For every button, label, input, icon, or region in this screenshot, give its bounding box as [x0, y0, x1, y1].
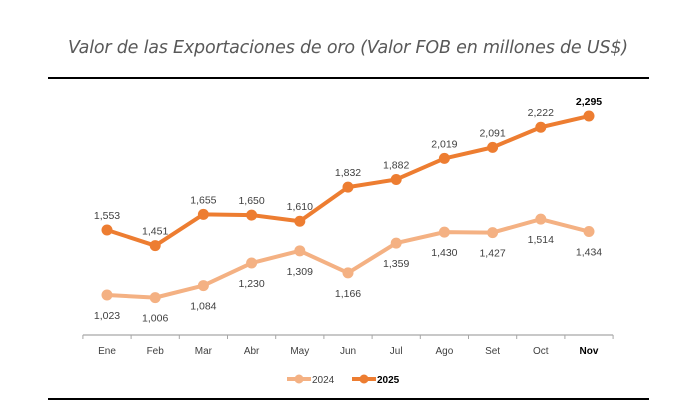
data-point-2025 — [438, 152, 450, 164]
data-point-2025 — [487, 141, 499, 153]
x-tick-label: Ene — [98, 346, 116, 357]
x-axis: Ene Feb Mar Abr May Jun Jul Ago Set Oct Nov — [82, 334, 614, 357]
data-point-2024 — [487, 227, 499, 239]
data-label-2024: 1,514 — [528, 234, 554, 246]
data-label-2024: 1,430 — [431, 247, 457, 259]
data-label-2025: 2,295 — [576, 96, 602, 108]
data-label-2024: 1,084 — [190, 301, 216, 313]
data-label-2024: 1,434 — [576, 247, 602, 259]
data-labels: 1,023 1,006 1,084 1,230 1,309 1,166 1,359 1,430… — [94, 96, 602, 325]
data-label-2024: 1,427 — [479, 248, 505, 260]
data-label-2025: 1,882 — [383, 159, 409, 171]
data-label-2025: 1,610 — [287, 201, 313, 213]
x-tick-label: Oct — [533, 346, 549, 357]
data-label-2025: 2,222 — [528, 107, 554, 119]
legend-marker-2025 — [359, 374, 369, 384]
data-point-2025 — [390, 173, 402, 185]
data-label-2024: 1,006 — [142, 313, 168, 325]
bottom-rule — [48, 398, 649, 400]
legend-label-2024: 2024 — [312, 375, 335, 386]
x-tick-label: May — [290, 346, 309, 357]
x-tick-label: Feb — [147, 346, 165, 357]
data-point-2024 — [535, 213, 547, 225]
data-point-2025 — [535, 121, 547, 133]
data-point-2025 — [149, 240, 161, 252]
x-tick-label: Mar — [195, 346, 213, 357]
legend: 2024 2025 — [287, 374, 400, 386]
data-point-2024 — [197, 280, 209, 292]
data-point-2025 — [294, 215, 306, 227]
data-label-2025: 1,451 — [142, 226, 168, 238]
legend-marker-2024 — [294, 374, 304, 384]
data-label-2024: 1,309 — [287, 266, 313, 278]
x-tick-label: Jul — [390, 346, 403, 357]
data-label-2024: 1,230 — [238, 278, 264, 290]
data-point-2025 — [101, 224, 113, 236]
data-point-2024 — [149, 292, 161, 304]
data-label-2024: 1,166 — [335, 288, 361, 300]
top-rule — [48, 77, 649, 79]
data-point-2024 — [294, 245, 306, 257]
x-tick-label: Ago — [436, 346, 454, 357]
data-label-2025: 2,091 — [479, 127, 505, 139]
x-tick-label: Set — [485, 346, 500, 357]
data-point-2024 — [583, 226, 595, 238]
data-point-2024 — [342, 267, 354, 279]
data-label-2025: 2,019 — [431, 138, 457, 150]
series-lines — [101, 110, 595, 304]
data-point-2024 — [390, 237, 402, 249]
data-point-2025 — [342, 181, 354, 193]
data-label-2024: 1,023 — [94, 310, 120, 322]
data-point-2024 — [246, 257, 258, 269]
x-tick-label: Abr — [244, 346, 260, 357]
legend-label-2025: 2025 — [377, 375, 400, 386]
data-label-2025: 1,832 — [335, 167, 361, 179]
data-point-2025 — [583, 110, 595, 122]
data-point-2024 — [101, 289, 113, 301]
data-point-2025 — [246, 209, 258, 221]
x-tick-label: Jun — [340, 346, 356, 357]
data-label-2025: 1,650 — [238, 195, 264, 207]
data-label-2025: 1,655 — [190, 194, 216, 206]
chart-title: Valor de las Exportaciones de oro (Valor… — [68, 38, 628, 58]
data-label-2024: 1,359 — [383, 258, 409, 270]
data-point-2024 — [438, 226, 450, 238]
data-point-2025 — [197, 208, 209, 220]
x-tick-label: Nov — [580, 346, 599, 357]
data-label-2025: 1,553 — [94, 210, 120, 222]
